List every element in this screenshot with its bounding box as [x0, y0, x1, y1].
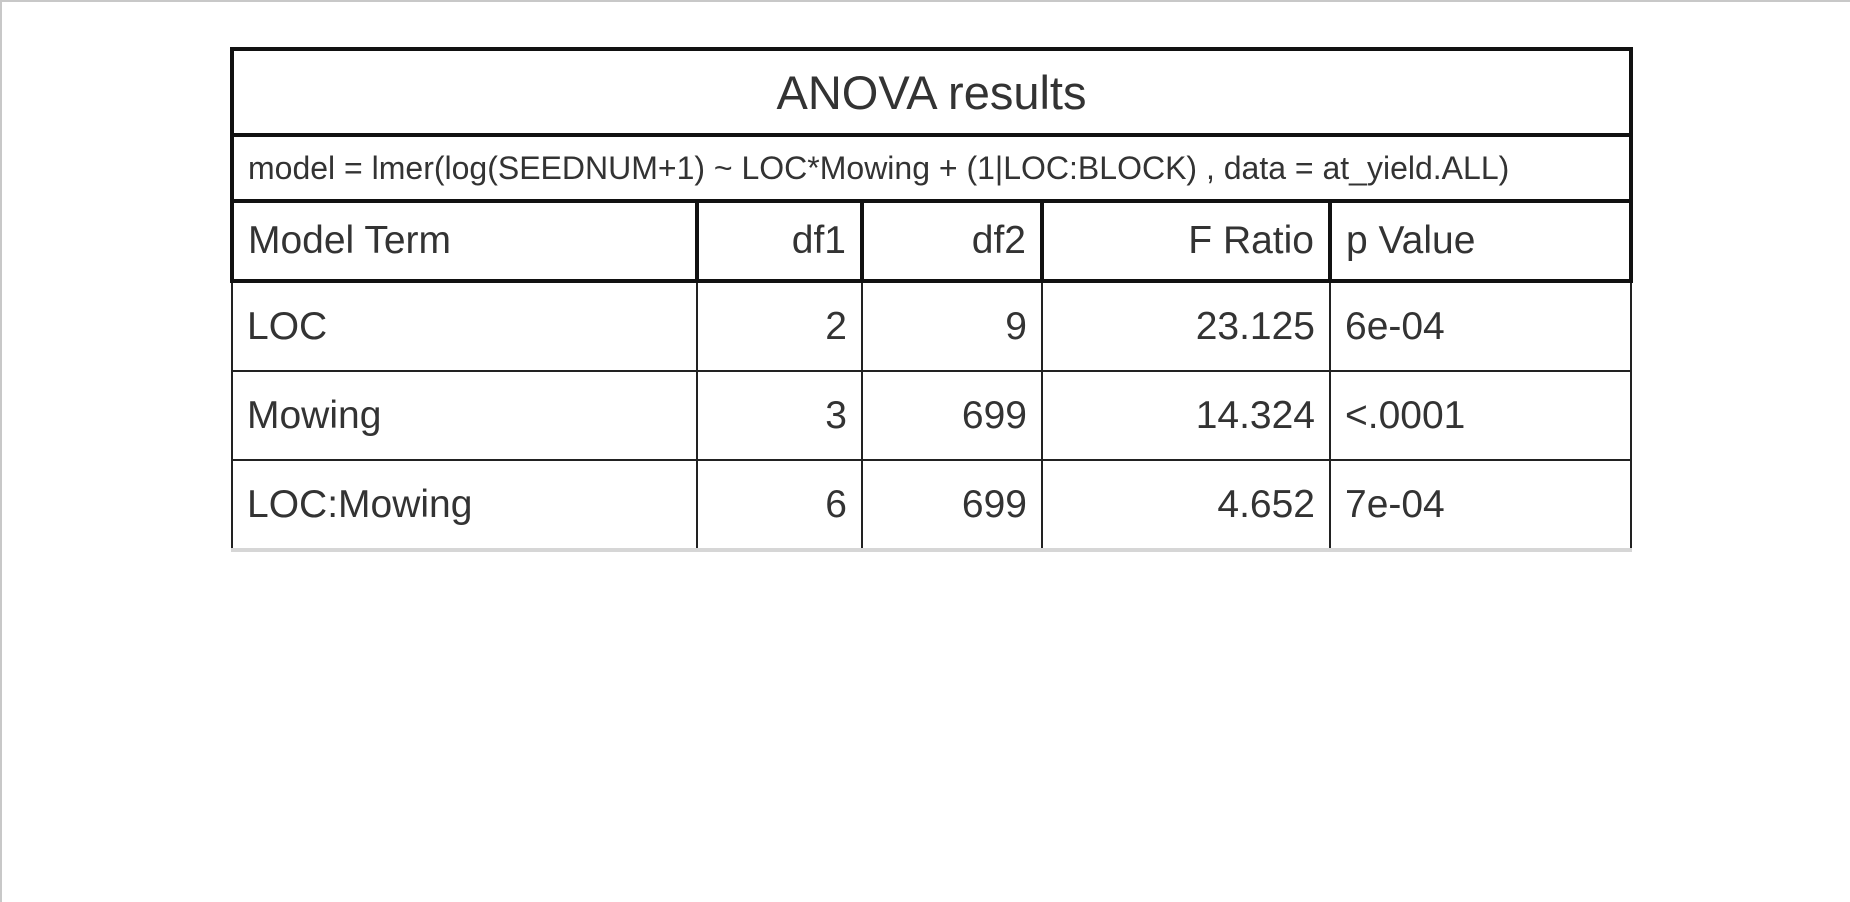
cell-p-value: 6e-04	[1329, 281, 1632, 372]
table-row: LOC 2 9 23.125 6e-04	[231, 281, 1632, 372]
column-header-df2: df2	[860, 199, 1044, 283]
anova-table-container: ANOVA results model = lmer(log(SEEDNUM+1…	[230, 47, 1633, 552]
column-header-model-term: Model Term	[230, 199, 699, 283]
cell-df1: 2	[696, 281, 863, 372]
cell-df1: 3	[696, 371, 863, 461]
cell-df2: 699	[861, 371, 1043, 461]
cell-f-ratio: 4.652	[1041, 460, 1331, 552]
title-row: ANOVA results	[230, 47, 1633, 137]
table-row: LOC:Mowing 6 699 4.652 7e-04	[231, 460, 1632, 552]
cell-model-term: Mowing	[231, 371, 698, 461]
cell-f-ratio: 14.324	[1041, 371, 1331, 461]
column-header-f-ratio: F Ratio	[1040, 199, 1332, 283]
cell-df2: 9	[861, 281, 1043, 372]
cell-df2: 699	[861, 460, 1043, 552]
anova-table: ANOVA results model = lmer(log(SEEDNUM+1…	[230, 47, 1633, 552]
cell-df1: 6	[696, 460, 863, 552]
column-header-df1: df1	[695, 199, 864, 283]
table-title: ANOVA results	[230, 47, 1633, 137]
column-header-p-value: p Value	[1328, 199, 1633, 283]
cell-model-term: LOC	[231, 281, 698, 372]
cell-model-term: LOC:Mowing	[231, 460, 698, 552]
cell-p-value: 7e-04	[1329, 460, 1632, 552]
subtitle-row: model = lmer(log(SEEDNUM+1) ~ LOC*Mowing…	[230, 135, 1633, 203]
table-subtitle: model = lmer(log(SEEDNUM+1) ~ LOC*Mowing…	[230, 135, 1633, 203]
cell-p-value: <.0001	[1329, 371, 1632, 461]
header-row: Model Term df1 df2 F Ratio p Value	[230, 199, 1633, 283]
cell-f-ratio: 23.125	[1041, 281, 1331, 372]
table-row: Mowing 3 699 14.324 <.0001	[231, 371, 1632, 461]
